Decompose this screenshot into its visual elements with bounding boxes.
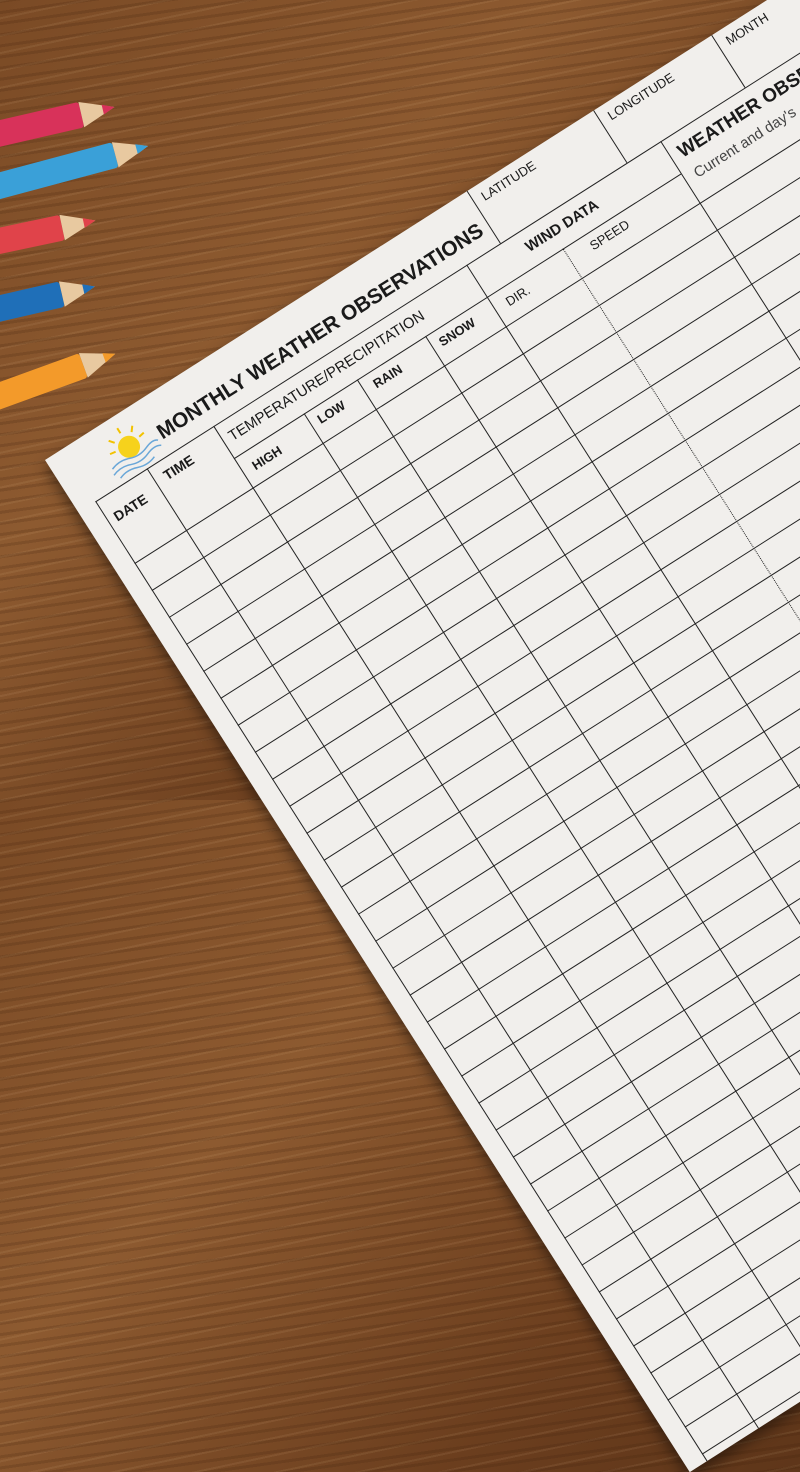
- pencil-light-blue: [0, 131, 162, 204]
- wind-dotted-divider: [562, 248, 800, 1177]
- col-snow: SNOW: [435, 314, 479, 350]
- column-divider: [95, 501, 708, 1462]
- column-divider: [146, 468, 759, 1429]
- column-divider: [660, 141, 800, 1102]
- pencil-orange: [0, 338, 130, 416]
- table-row-line: [271, 118, 800, 780]
- table-row-line: [426, 361, 800, 1023]
- table-row-line: [151, 0, 800, 591]
- table-row-line: [168, 0, 800, 618]
- table-row-line: [667, 738, 800, 1401]
- weather-observation-form: MONTHLY WEATHER OBSERVATIONS LATITUDE LO…: [45, 0, 800, 1472]
- column-divider: [303, 413, 800, 1342]
- table-row-line: [650, 711, 800, 1374]
- col-rain: RAIN: [370, 361, 406, 392]
- col-low: LOW: [314, 397, 349, 427]
- table-row-line: [461, 415, 800, 1077]
- month-field[interactable]: MONTH: [722, 9, 772, 48]
- column-divider: [425, 335, 800, 1265]
- col-speed: SPEED: [586, 216, 633, 254]
- sun-over-water-icon: [108, 425, 162, 479]
- table-row-line: [633, 684, 800, 1347]
- pencil-blue: [0, 271, 110, 326]
- table-row-line: [684, 765, 800, 1428]
- col-high: HIGH: [249, 442, 285, 474]
- table-row-line: [581, 603, 800, 1266]
- col-date: DATE: [110, 490, 151, 525]
- col-dir: DIR.: [502, 282, 533, 310]
- table-row-line: [615, 657, 800, 1320]
- pencil-red: [0, 205, 110, 258]
- longitude-field[interactable]: LONGITUDE: [604, 69, 677, 124]
- latitude-field[interactable]: LATITUDE: [478, 157, 539, 204]
